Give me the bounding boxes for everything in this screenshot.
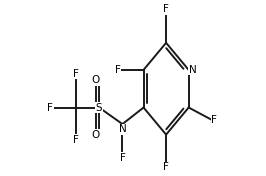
Text: F: F [73, 69, 79, 79]
Text: O: O [91, 76, 99, 85]
Text: F: F [119, 153, 125, 163]
Text: O: O [91, 130, 99, 140]
Text: F: F [73, 135, 79, 145]
Text: F: F [211, 115, 217, 125]
Text: S: S [96, 103, 102, 112]
Text: N: N [189, 65, 196, 75]
Text: N: N [119, 124, 126, 134]
Text: F: F [115, 65, 121, 75]
Text: F: F [47, 103, 53, 112]
Text: F: F [163, 4, 169, 14]
Text: F: F [163, 162, 169, 172]
